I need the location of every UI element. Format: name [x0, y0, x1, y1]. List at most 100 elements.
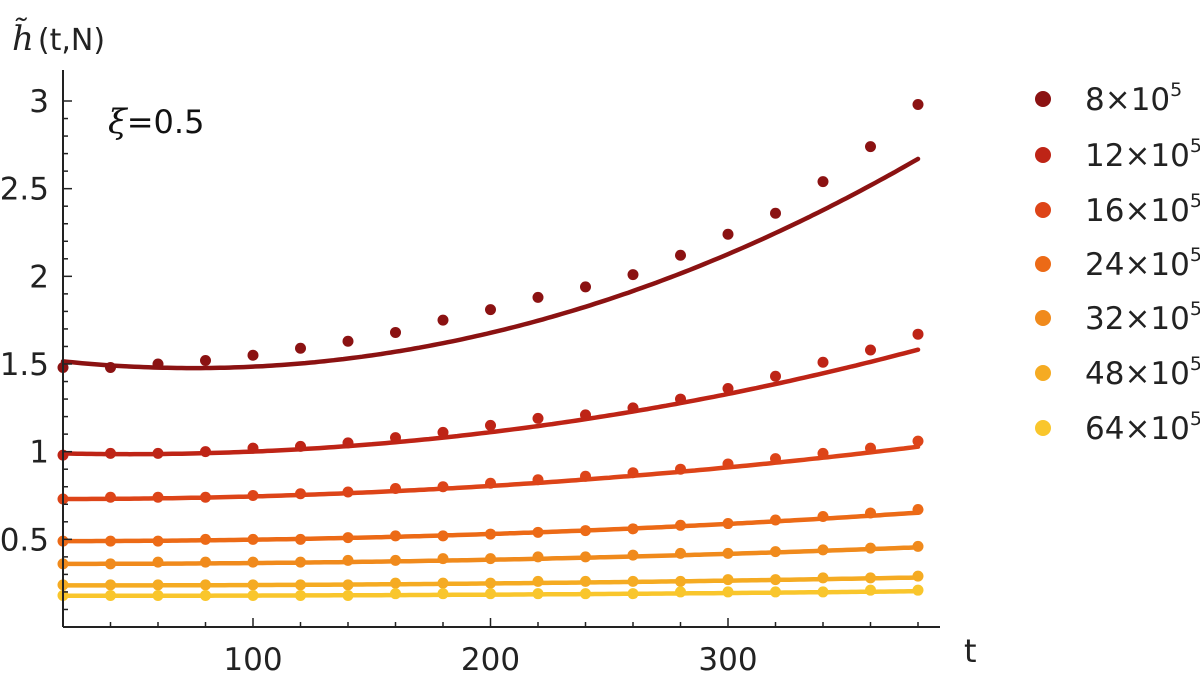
y-tick-label: 2: [29, 259, 49, 295]
legend-label-base: 12×10: [1085, 138, 1190, 174]
data-point: [722, 458, 734, 470]
legend-label-exponent: 5: [1190, 408, 1200, 430]
data-point: [722, 383, 734, 395]
data-point: [627, 549, 639, 561]
data-point: [675, 575, 686, 587]
y-tick-label: 0.5: [0, 522, 49, 558]
data-point: [627, 402, 639, 414]
data-point: [912, 540, 924, 552]
legend-marker: [1035, 420, 1051, 436]
xi-symbol: ξ: [108, 102, 129, 142]
legend-label-exponent: 5: [1190, 190, 1200, 212]
data-point: [722, 228, 734, 240]
data-point: [152, 556, 164, 568]
data-point: [532, 474, 544, 486]
y-tick-label: 1.5: [0, 347, 49, 383]
data-point: [485, 528, 496, 540]
data-point: [342, 589, 354, 601]
x-tick-label: 300: [698, 642, 757, 677]
data-point: [675, 393, 686, 405]
legend-label: 24×105: [1085, 244, 1200, 283]
data-point: [817, 511, 829, 523]
data-point: [722, 547, 734, 559]
data-point: [627, 588, 639, 600]
legend-label-exponent: 5: [1190, 298, 1200, 320]
data-point: [865, 584, 876, 596]
legend-label-exponent: 5: [1190, 135, 1200, 157]
legend-label: 12×105: [1085, 135, 1200, 174]
data-point: [912, 584, 924, 596]
legend-marker: [1035, 202, 1051, 218]
data-point: [627, 269, 639, 281]
data-point: [675, 249, 686, 261]
data-point: [770, 574, 781, 586]
data-point: [865, 507, 876, 519]
data-point: [532, 412, 544, 424]
fit-line-series-1: [60, 156, 921, 371]
data-point: [865, 572, 876, 584]
data-point: [437, 577, 449, 589]
legend-label-base: 48×10: [1085, 356, 1190, 392]
data-point: [580, 281, 591, 293]
data-point: [105, 535, 116, 547]
legend-marker: [1035, 147, 1051, 163]
data-point: [912, 570, 924, 582]
data-point: [247, 579, 259, 591]
x-tick-label: 100: [223, 642, 282, 677]
data-point: [675, 547, 686, 559]
data-point: [247, 442, 259, 454]
data-point: [152, 447, 164, 459]
data-point: [485, 304, 496, 316]
data-point: [580, 551, 591, 563]
y-axis-label-symbol: h̃: [12, 18, 34, 59]
legend-marker: [1035, 91, 1051, 107]
data-point: [817, 572, 829, 584]
data-point: [247, 533, 259, 545]
legend-label-base: 8×10: [1085, 82, 1170, 118]
data-point: [342, 486, 354, 498]
y-ticks: 0.5 1 1.5 2 2.5 3: [0, 84, 72, 611]
data-point: [912, 328, 924, 340]
data-point: [295, 488, 306, 500]
data-point: [200, 446, 211, 458]
x-ticks: 100 200 300: [62, 618, 919, 677]
data-point: [817, 586, 829, 598]
data-point: [722, 586, 734, 598]
data-point: [865, 442, 876, 454]
data-point: [200, 533, 211, 545]
data-point: [532, 575, 544, 587]
data-point: [342, 579, 354, 591]
data-point: [295, 579, 306, 591]
data-point: [485, 577, 496, 589]
data-point: [105, 589, 116, 601]
data-point: [105, 491, 116, 503]
data-points: [57, 99, 924, 601]
data-point: [152, 535, 164, 547]
xi-annotation: ξ=0.5: [108, 102, 204, 142]
data-point: [390, 577, 401, 589]
data-point: [770, 546, 781, 558]
data-point: [770, 207, 781, 219]
data-point: [390, 482, 401, 494]
data-point: [437, 481, 449, 493]
data-point: [295, 556, 306, 568]
data-point: [722, 574, 734, 586]
data-point: [342, 554, 354, 566]
data-point: [532, 551, 544, 563]
y-axis-label-args: (t,N): [38, 23, 105, 58]
legend-label: 16×105: [1085, 190, 1200, 229]
data-point: [817, 176, 829, 188]
data-point: [817, 356, 829, 368]
legend: 8×10512×10516×10524×10532×10548×10564×10…: [1035, 79, 1200, 447]
data-point: [675, 463, 686, 475]
legend-label-exponent: 5: [1170, 79, 1182, 101]
y-tick-label: 1: [29, 435, 49, 471]
data-point: [105, 362, 116, 374]
data-point: [722, 518, 734, 530]
fit-line-series-2: [60, 347, 921, 457]
data-point: [437, 426, 449, 438]
data-point: [342, 437, 354, 449]
data-point: [580, 525, 591, 537]
data-point: [580, 470, 591, 482]
data-point: [247, 490, 259, 501]
